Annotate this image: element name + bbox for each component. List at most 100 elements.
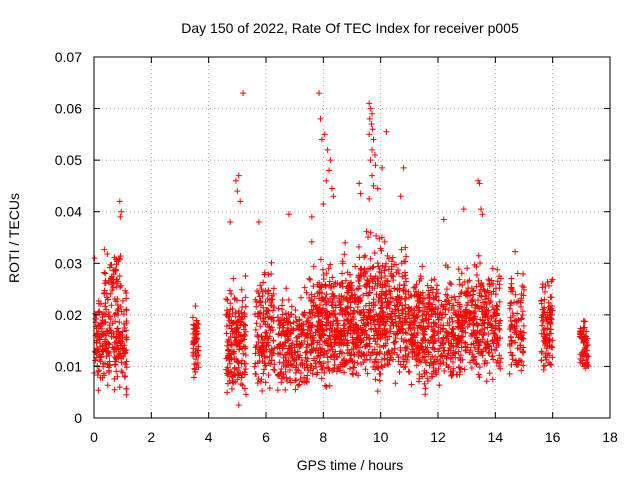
data-point [233, 297, 240, 304]
data-point [482, 312, 489, 319]
data-point [254, 380, 261, 387]
data-point [400, 282, 407, 289]
data-point [424, 375, 431, 382]
data-point [421, 331, 428, 338]
data-point [384, 356, 391, 363]
data-point [303, 379, 310, 386]
data-point [475, 341, 482, 348]
data-point [279, 297, 286, 304]
data-point [381, 282, 388, 289]
data-point [232, 177, 239, 184]
data-point [103, 353, 110, 360]
data-point [422, 315, 429, 322]
data-point [449, 326, 456, 333]
data-point [435, 365, 442, 372]
data-point [354, 308, 361, 315]
data-point [540, 306, 547, 313]
data-point [409, 341, 416, 348]
data-point [389, 272, 396, 279]
data-point [440, 335, 447, 342]
data-point [103, 342, 110, 349]
data-point [325, 319, 332, 326]
data-point [376, 377, 383, 384]
data-point [309, 338, 316, 345]
data-point [290, 358, 297, 365]
data-point [308, 322, 315, 329]
data-point [119, 328, 126, 335]
data-point [584, 347, 591, 354]
data-point [311, 293, 318, 300]
data-point [366, 343, 373, 350]
data-point [430, 340, 437, 347]
data-point [242, 391, 249, 398]
data-point [440, 325, 447, 332]
data-point [543, 316, 550, 323]
data-point [308, 238, 315, 245]
data-point [363, 322, 370, 329]
data-point [286, 314, 293, 321]
data-point [370, 296, 377, 303]
data-point [329, 352, 336, 359]
data-point [370, 363, 377, 370]
data-point [514, 270, 521, 277]
data-point [333, 353, 340, 360]
data-point [319, 289, 326, 296]
data-point [355, 372, 362, 379]
data-point [372, 338, 379, 345]
data-point [389, 308, 396, 315]
data-point [403, 318, 410, 325]
data-point [355, 330, 362, 337]
data-point [471, 344, 478, 351]
data-point [412, 283, 419, 290]
data-point [403, 358, 410, 365]
data-point [475, 252, 482, 259]
data-point [377, 370, 384, 377]
data-point [328, 185, 335, 192]
data-point [400, 356, 407, 363]
data-point [192, 328, 199, 335]
axis-ticks [93, 56, 611, 419]
data-point [360, 308, 367, 315]
data-point [369, 126, 376, 133]
data-point [450, 365, 457, 372]
data-point [276, 321, 283, 328]
data-point [289, 340, 296, 347]
data-point [347, 271, 354, 278]
data-point [344, 303, 351, 310]
data-point [325, 265, 332, 272]
data-point [430, 359, 437, 366]
data-point [421, 370, 428, 377]
data-point [435, 324, 442, 331]
data-point [342, 239, 349, 246]
data-point [229, 348, 236, 355]
data-point [382, 330, 389, 337]
data-point [301, 284, 308, 291]
data-point [515, 361, 522, 368]
data-point [229, 305, 236, 312]
data-point [341, 311, 348, 318]
data-point [319, 266, 326, 273]
data-point [420, 295, 427, 302]
data-point [327, 157, 334, 164]
data-point [321, 351, 328, 358]
data-point [457, 365, 464, 372]
data-point [122, 373, 129, 380]
data-point [436, 382, 443, 389]
data-point [348, 358, 355, 365]
data-point [95, 367, 102, 374]
data-point [235, 340, 242, 347]
data-point [239, 357, 246, 364]
data-point [422, 344, 429, 351]
data-point [423, 311, 430, 318]
data-point [363, 356, 370, 363]
data-point [283, 285, 290, 292]
y-tick-label: 0.03 [55, 255, 82, 271]
data-point [279, 311, 286, 318]
data-point [497, 359, 504, 366]
data-point [456, 293, 463, 300]
data-point [371, 285, 378, 292]
data-point [259, 337, 266, 344]
data-point [486, 370, 493, 377]
data-point [416, 357, 423, 364]
data-point [519, 308, 526, 315]
